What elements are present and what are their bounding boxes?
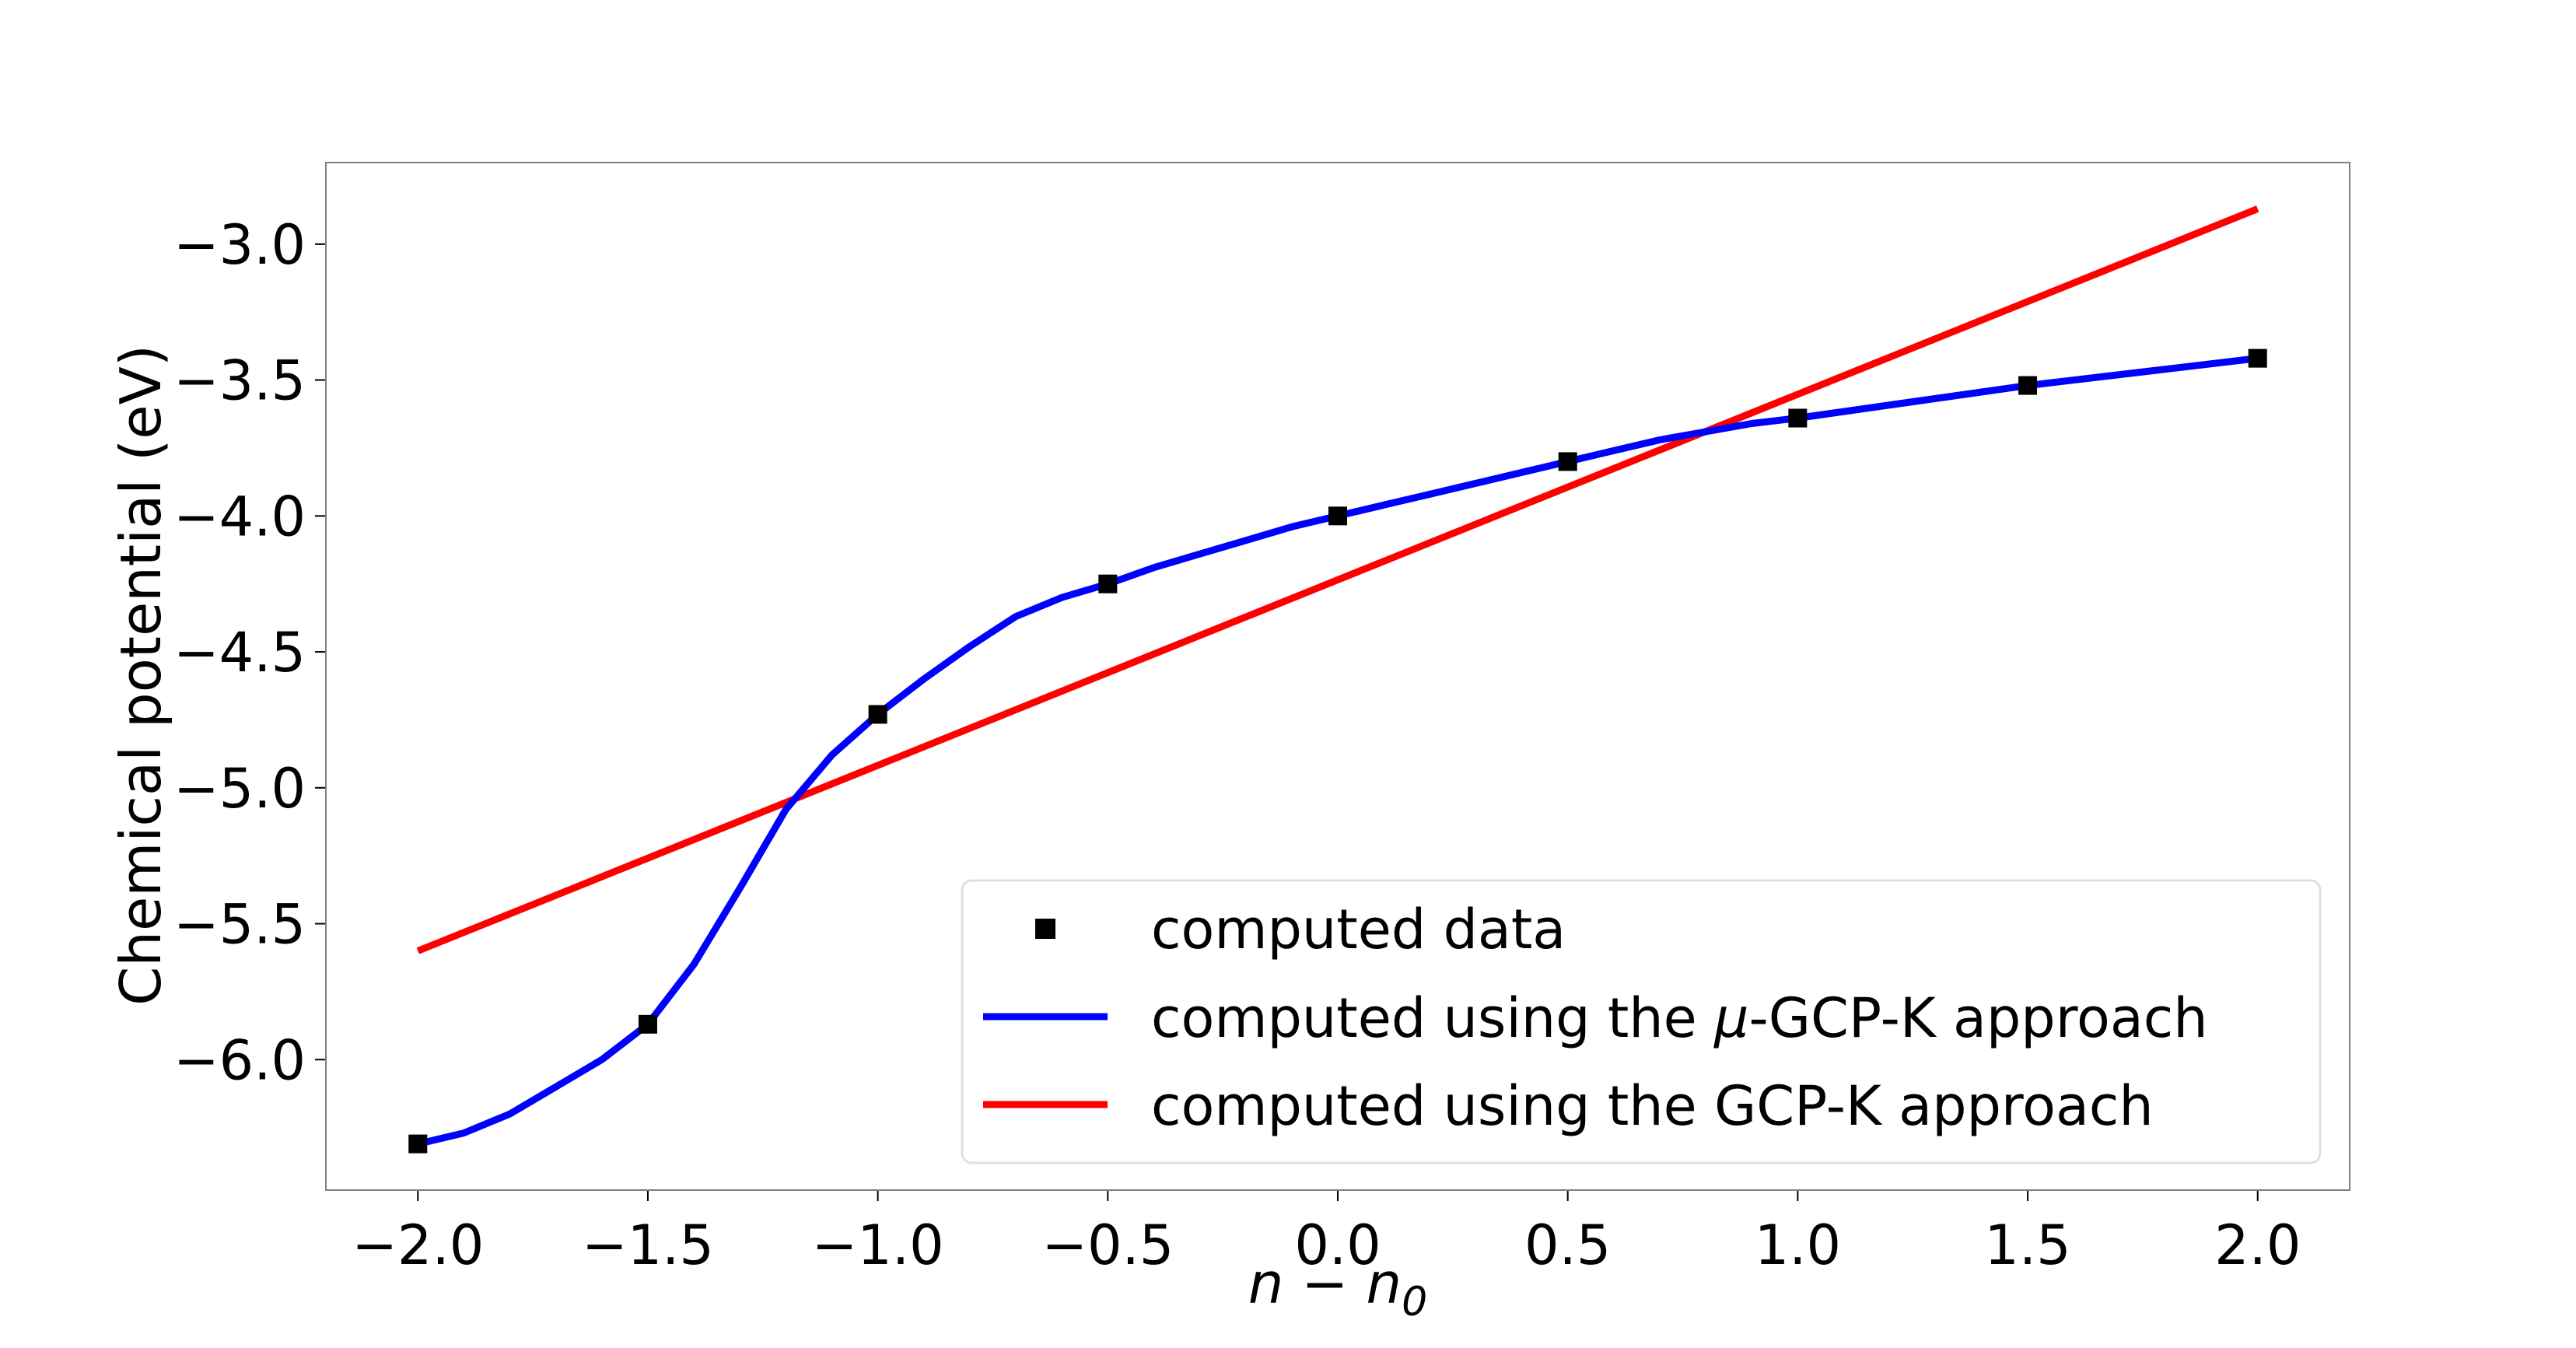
y-tick-label: −6.0 [173, 1028, 306, 1092]
series-line-gcp-k [416, 205, 2259, 954]
data-point-marker [1558, 452, 1577, 471]
x-tick-label: −1.0 [812, 1213, 944, 1277]
data-point-marker [408, 1134, 428, 1154]
y-tick-label: −5.5 [173, 893, 306, 957]
plot-frame [325, 162, 2350, 1191]
series-line-mu-gcp-k [417, 355, 2259, 1147]
y-tick-label: −3.0 [173, 213, 306, 277]
x-tick-label: 2.0 [2214, 1213, 2301, 1277]
legend-label-mu-gcp-k: computed using the μ-GCP-K approach [1151, 986, 2208, 1050]
data-point-marker [1788, 408, 1808, 428]
legend-marker-computed-data [1035, 919, 1055, 939]
x-tick-label: 1.5 [1984, 1213, 2070, 1277]
x-tick-label: −1.5 [582, 1213, 714, 1277]
legend-box [961, 879, 2322, 1164]
data-point-marker [1328, 506, 1347, 526]
plot-layer [408, 205, 2267, 1154]
legend-label-gcp-k: computed using the GCP-K approach [1151, 1074, 2154, 1138]
data-point-marker [2248, 348, 2267, 368]
x-tick-label: 0.5 [1524, 1213, 1611, 1277]
x-tick-label: 1.0 [1755, 1213, 1841, 1277]
x-tick-label: −2.0 [352, 1213, 484, 1277]
y-tick-label: −5.0 [173, 757, 306, 821]
x-tick-label: −0.5 [1041, 1213, 1174, 1277]
x-axis-label: n − n0 [1248, 1251, 1427, 1325]
y-tick-label: −4.0 [173, 485, 306, 548]
data-point-marker [868, 705, 887, 724]
data-point-marker [2018, 376, 2038, 395]
legend-label-computed-data: computed data [1151, 898, 1566, 961]
legend: computed data computed using the μ-GCP-K… [961, 879, 2322, 1164]
data-point-marker [638, 1014, 657, 1034]
y-tick-label: −4.5 [173, 621, 306, 685]
y-tick-label: −3.5 [173, 349, 306, 413]
data-point-marker [1098, 574, 1118, 593]
y-axis-label: Chemical potential (eV) [108, 345, 173, 1006]
x-tick-label: 0.0 [1294, 1213, 1381, 1277]
tick-layer: −2.0 −1.5 −1.0 −0.5 0.0 0.5 1.0 1.5 2.0 −3.0 −3.5 −… [173, 213, 2301, 1277]
